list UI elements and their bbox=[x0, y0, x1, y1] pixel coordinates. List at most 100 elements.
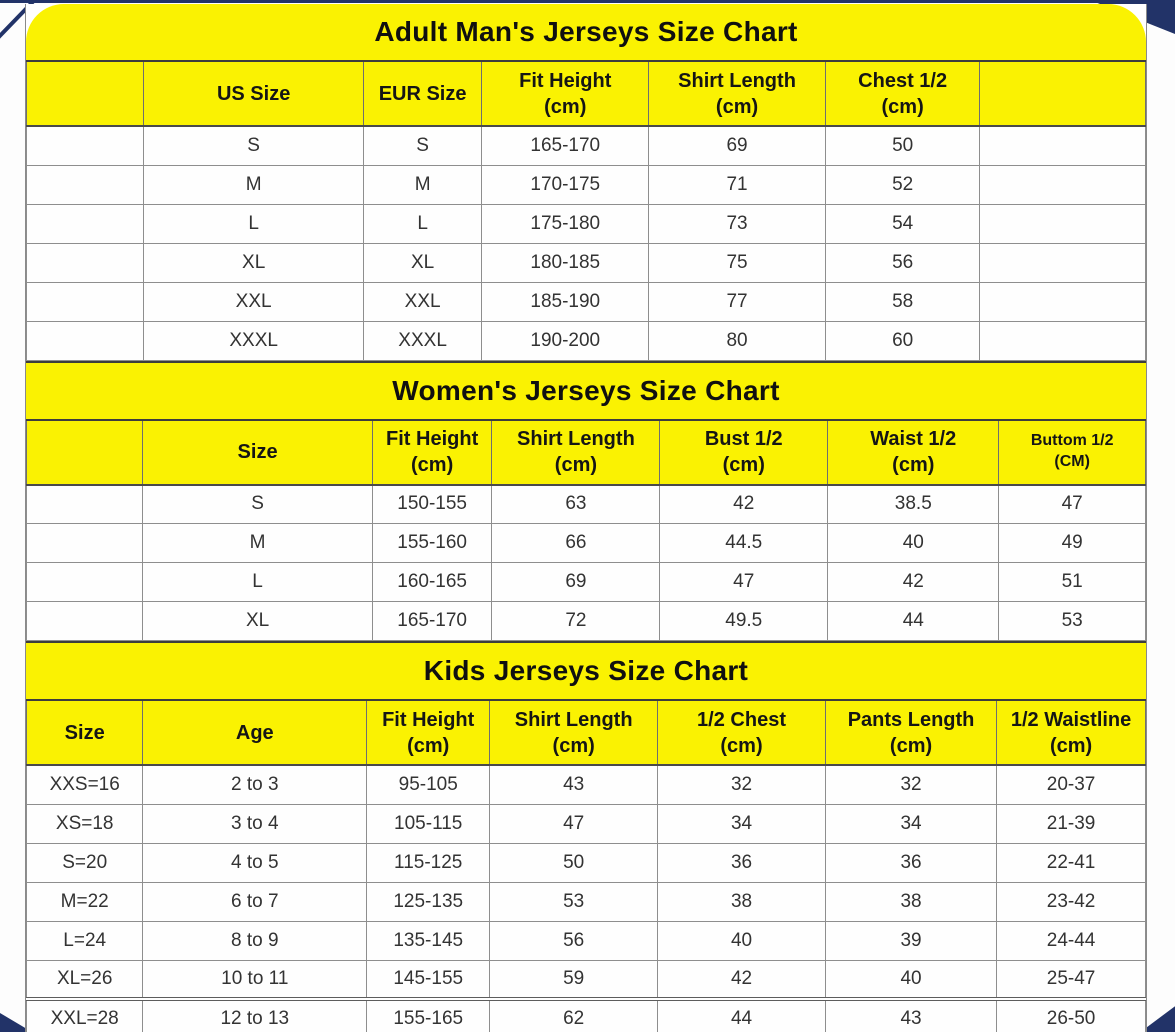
cell: M bbox=[142, 523, 373, 563]
cell: 44.5 bbox=[659, 523, 829, 563]
cell: L bbox=[362, 203, 483, 244]
cell: 38 bbox=[824, 881, 998, 922]
adult-size-table: US Size EUR Size Fit Height (cm) Shirt Leng… bbox=[25, 60, 1146, 361]
cell: 39 bbox=[824, 920, 998, 961]
cell-empty bbox=[25, 125, 145, 166]
cell: 40 bbox=[827, 523, 1000, 563]
column-header-empty bbox=[25, 60, 145, 127]
cell: 125-135 bbox=[366, 881, 491, 922]
cell-empty bbox=[25, 203, 145, 244]
cell: 56 bbox=[824, 242, 981, 283]
cell-empty bbox=[25, 484, 144, 524]
column-header: Pants Length (cm) bbox=[824, 699, 998, 766]
cell: 8 to 9 bbox=[142, 920, 368, 961]
cell: 10 to 11 bbox=[142, 959, 368, 1000]
cell: 77 bbox=[648, 281, 826, 322]
cell: 43 bbox=[489, 764, 659, 805]
cell: 36 bbox=[824, 842, 998, 883]
cell: 160-165 bbox=[371, 562, 493, 602]
cell: 80 bbox=[648, 320, 826, 361]
column-header: Size bbox=[25, 699, 144, 766]
column-header: Shirt Length (cm) bbox=[489, 699, 659, 766]
cell: 72 bbox=[491, 601, 661, 641]
cell: 155-165 bbox=[366, 997, 491, 1032]
cell: 62 bbox=[489, 997, 659, 1032]
cell: 50 bbox=[824, 125, 981, 166]
cell: 24-44 bbox=[996, 920, 1146, 961]
cell: 59 bbox=[489, 959, 659, 1000]
column-header: Shirt Length (cm) bbox=[491, 418, 661, 486]
cell: 53 bbox=[489, 881, 659, 922]
table-row: L L 175-180 73 54 bbox=[25, 203, 1146, 244]
cell: 32 bbox=[657, 764, 826, 805]
cell: L bbox=[142, 562, 373, 602]
cell: 69 bbox=[648, 125, 826, 166]
cell: 43 bbox=[824, 997, 998, 1032]
cell-empty bbox=[25, 523, 144, 563]
cell: 165-170 bbox=[371, 601, 493, 641]
cell: 36 bbox=[657, 842, 826, 883]
cell-empty bbox=[25, 320, 145, 361]
cell: 42 bbox=[659, 484, 829, 524]
cell: 51 bbox=[998, 562, 1146, 602]
cell-empty bbox=[25, 164, 145, 205]
size-chart-sheet: Adult Man's Jerseys Size Chart US Size EU… bbox=[25, 4, 1147, 1032]
column-header: Chest 1/2 (cm) bbox=[824, 60, 981, 127]
cell: XXXL bbox=[362, 320, 483, 361]
cell: 53 bbox=[998, 601, 1146, 641]
cell: 50 bbox=[489, 842, 659, 883]
cell: 115-125 bbox=[366, 842, 491, 883]
cell: 69 bbox=[491, 562, 661, 602]
table-row: S=20 4 to 5 115-125 50 36 36 22-41 bbox=[25, 842, 1146, 883]
adult-chart-title: Adult Man's Jerseys Size Chart bbox=[26, 4, 1146, 60]
cell: 56 bbox=[489, 920, 659, 961]
cell: 49 bbox=[998, 523, 1146, 563]
column-header: Waist 1/2 (cm) bbox=[827, 418, 1000, 486]
cell: 63 bbox=[491, 484, 661, 524]
cell-empty bbox=[979, 164, 1146, 205]
table-row: XXS=16 2 to 3 95-105 43 32 32 20-37 bbox=[25, 764, 1146, 805]
column-header: Size bbox=[142, 418, 373, 486]
column-header: Age bbox=[142, 699, 368, 766]
cell: XXS=16 bbox=[25, 764, 144, 805]
column-header: Fit Height (cm) bbox=[366, 699, 491, 766]
cell: 190-200 bbox=[481, 320, 650, 361]
cell: M=22 bbox=[25, 881, 144, 922]
column-header: Buttom 1/2 (CM) bbox=[998, 418, 1146, 486]
cell: S bbox=[143, 125, 364, 166]
cell: 23-42 bbox=[996, 881, 1146, 922]
cell: XL=26 bbox=[25, 959, 144, 1000]
cell: L=24 bbox=[25, 920, 144, 961]
cell: XXL bbox=[143, 281, 364, 322]
column-header: Bust 1/2 (cm) bbox=[659, 418, 829, 486]
cell-empty bbox=[25, 562, 144, 602]
table-row: L=24 8 to 9 135-145 56 40 39 24-44 bbox=[25, 920, 1146, 961]
cell-empty bbox=[979, 125, 1146, 166]
cell: 95-105 bbox=[366, 764, 491, 805]
cell: 180-185 bbox=[481, 242, 650, 283]
cell: 47 bbox=[489, 803, 659, 844]
cell: 60 bbox=[824, 320, 981, 361]
cell: 54 bbox=[824, 203, 981, 244]
cell-empty bbox=[25, 242, 145, 283]
cell: 155-160 bbox=[371, 523, 493, 563]
cell: 26-50 bbox=[996, 997, 1146, 1032]
cell: 145-155 bbox=[366, 959, 491, 1000]
table-row: XXL XXL 185-190 77 58 bbox=[25, 281, 1146, 322]
cell: 42 bbox=[827, 562, 1000, 602]
cell: 185-190 bbox=[481, 281, 650, 322]
cell: XXXL bbox=[143, 320, 364, 361]
cell: 42 bbox=[657, 959, 826, 1000]
cell: 170-175 bbox=[481, 164, 650, 205]
cell: S=20 bbox=[25, 842, 144, 883]
cell: 73 bbox=[648, 203, 826, 244]
table-row: XXXL XXXL 190-200 80 60 bbox=[25, 320, 1146, 361]
column-header: Fit Height (cm) bbox=[481, 60, 650, 127]
table-row: XL=26 10 to 11 145-155 59 42 40 25-47 bbox=[25, 959, 1146, 1000]
cell: 44 bbox=[827, 601, 1000, 641]
header-row: US Size EUR Size Fit Height (cm) Shirt Leng… bbox=[25, 60, 1146, 127]
header-row: Size Age Fit Height (cm) Shirt Length (cm) 1… bbox=[25, 699, 1146, 766]
cell: 34 bbox=[657, 803, 826, 844]
cell: 71 bbox=[648, 164, 826, 205]
